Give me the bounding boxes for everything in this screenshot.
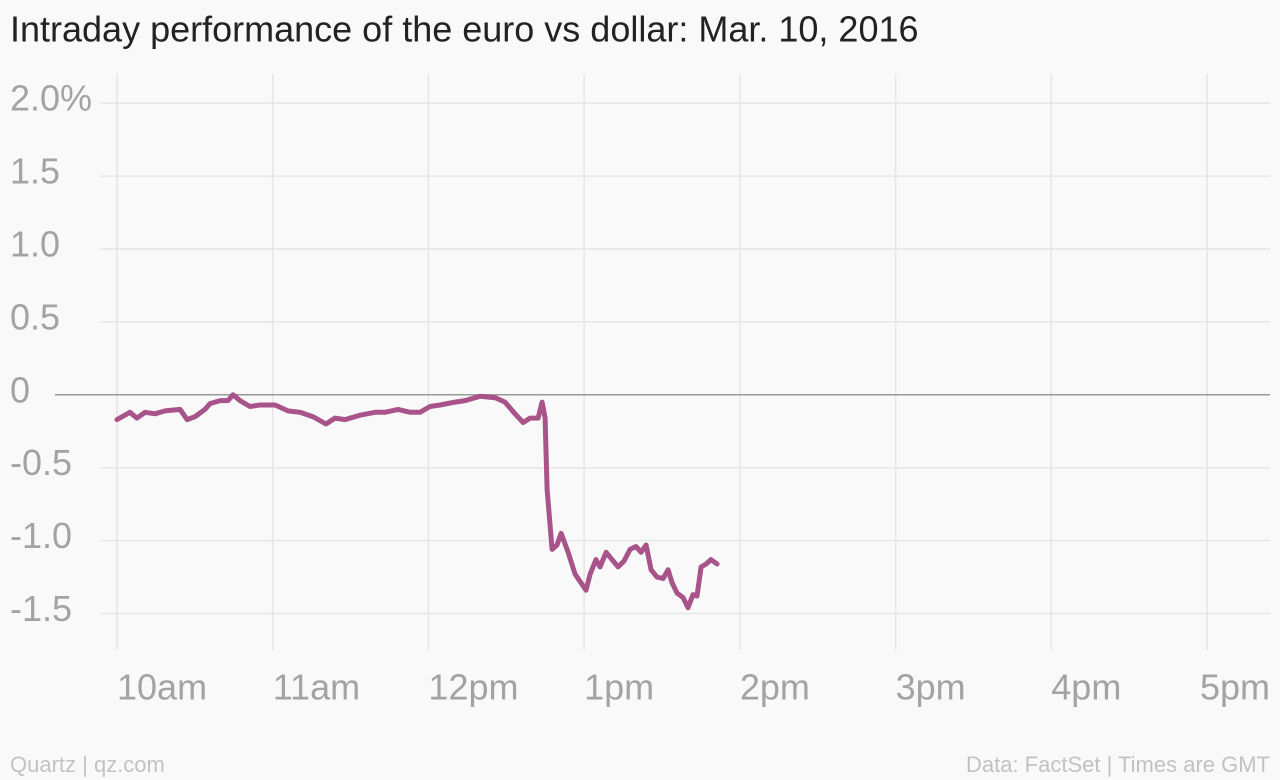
y-tick-label: -1.0 (10, 515, 72, 556)
y-tick-label: 1.0 (10, 224, 60, 265)
series-line (114, 392, 720, 611)
x-tick-label: 10am (117, 667, 207, 708)
x-tick-label: 3pm (896, 667, 966, 708)
y-tick-label: -0.5 (10, 442, 72, 483)
x-tick-label: 2pm (740, 667, 810, 708)
y-tick-label: 0.5 (10, 296, 60, 337)
x-tick-label: 5pm (1200, 667, 1270, 708)
y-tick-label: 0 (10, 369, 30, 410)
x-tick-label: 1pm (584, 667, 654, 708)
x-tick-label: 12pm (428, 667, 518, 708)
chart-title: Intraday performance of the euro vs doll… (10, 9, 919, 50)
footer-source: Quartz | qz.com (10, 752, 165, 777)
x-tick-label: 11am (273, 667, 360, 708)
footer-note: Data: FactSet | Times are GMT (966, 752, 1270, 777)
y-tick-label: 1.5 (10, 151, 60, 192)
x-tick-label: 4pm (1051, 667, 1121, 708)
y-tick-label: 2.0% (10, 78, 92, 119)
y-tick-label: -1.5 (10, 588, 72, 629)
